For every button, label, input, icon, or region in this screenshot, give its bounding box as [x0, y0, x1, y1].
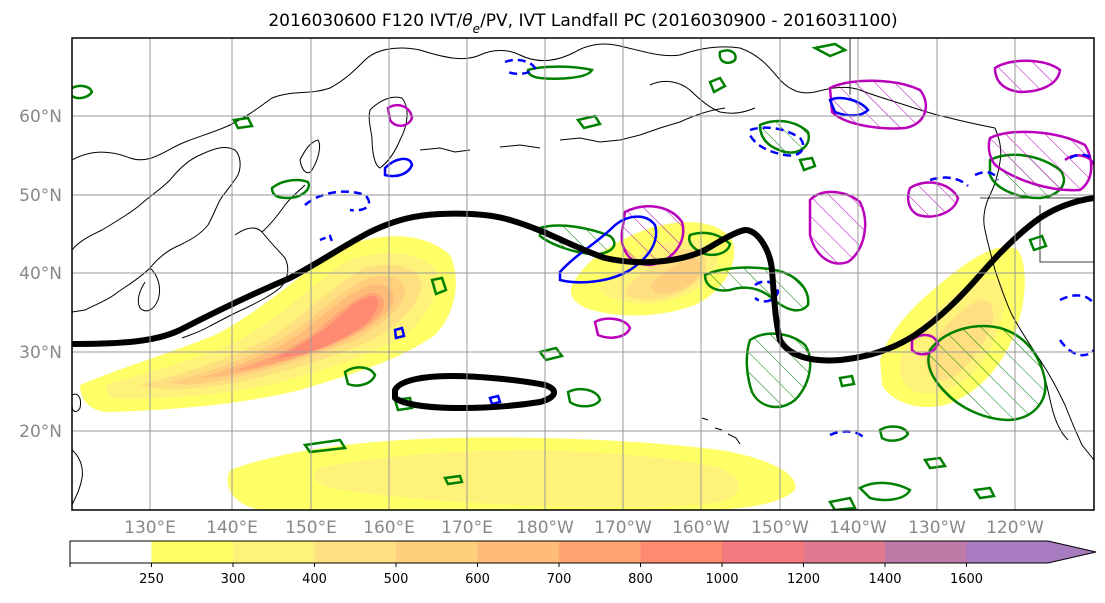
colorbar-ticks	[69, 563, 967, 567]
colorbar-label-1600: 1600	[950, 572, 983, 587]
colorbar-swatch-1400	[885, 541, 967, 563]
colorbar-label-250: 250	[139, 572, 164, 587]
colorbar-label-700: 700	[547, 572, 572, 587]
colorbar-swatch-1600	[966, 541, 1096, 563]
colorbar: 250 300 400 500 600 700 800 1000 1200 1400 1600	[69, 540, 1097, 587]
colorbar-labels: 250 300 400 500 600 700 800 1000 1200 1400 1600	[139, 572, 983, 587]
lon-label-170w: 170°W	[594, 518, 652, 538]
colorbar-swatch-250	[151, 541, 234, 563]
colorbar-swatch-500	[396, 541, 478, 563]
latitude-labels: 60°N 50°N 40°N 30°N 20°N	[19, 107, 62, 442]
colorbar-swatch-600	[477, 541, 560, 563]
ivt-500-central	[650, 258, 701, 294]
ivt-800-west	[270, 296, 379, 360]
lat-label-30: 30°N	[19, 343, 62, 363]
coastlines	[72, 38, 1094, 506]
colorbar-swatch-300	[233, 541, 315, 563]
lon-label-130e: 130°E	[124, 518, 176, 538]
lat-label-50: 50°N	[19, 186, 62, 206]
lon-label-160w: 160°W	[672, 518, 730, 538]
ivt-shading	[80, 222, 1025, 510]
colorbar-label-1400: 1400	[868, 572, 901, 587]
lon-label-120w: 120°W	[986, 518, 1044, 538]
gridlines	[72, 38, 1094, 510]
map-title: 2016030600 F120 IVT/θe/PV, IVT Landfall …	[268, 11, 897, 36]
colorbar-label-300: 300	[221, 572, 246, 587]
colorbar-label-600: 600	[465, 572, 490, 587]
longitude-labels: 130°E 140°E 150°E 160°E 170°E 180°W 170°…	[124, 518, 1044, 538]
lat-label-20: 20°N	[19, 422, 62, 442]
ivt-300-south	[314, 450, 739, 507]
theta-e-negative-contours	[304, 58, 1094, 441]
colorbar-outline	[69, 540, 1097, 564]
lat-label-60: 60°N	[19, 107, 62, 127]
colorbar-swatch-800	[640, 541, 723, 563]
lon-label-150e: 150°E	[285, 518, 337, 538]
colorbar-label-400: 400	[302, 572, 327, 587]
lon-label-170e: 170°E	[441, 518, 493, 538]
colorbar-swatch-1200	[803, 541, 886, 563]
lon-label-150w: 150°W	[751, 518, 809, 538]
lon-label-160e: 160°E	[363, 518, 415, 538]
colorbar-swatch-700	[559, 541, 641, 563]
colorbar-swatch-1000	[722, 541, 804, 563]
lat-label-40: 40°N	[19, 264, 62, 284]
colorbar-under-range	[70, 541, 152, 563]
colorbar-label-800: 800	[628, 572, 653, 587]
lon-label-140e: 140°E	[206, 518, 258, 538]
lon-label-140w: 140°W	[829, 518, 887, 538]
lon-label-180w: 180°W	[516, 518, 574, 538]
colorbar-label-500: 500	[384, 572, 409, 587]
map-frame	[71, 37, 1095, 511]
lon-label-130w: 130°W	[908, 518, 966, 538]
colorbar-swatch-400	[314, 541, 397, 563]
colorbar-label-1000: 1000	[705, 572, 738, 587]
colorbar-label-1200: 1200	[787, 572, 820, 587]
map-panel	[72, 38, 1094, 510]
colorbar-swatches	[69, 540, 1097, 564]
